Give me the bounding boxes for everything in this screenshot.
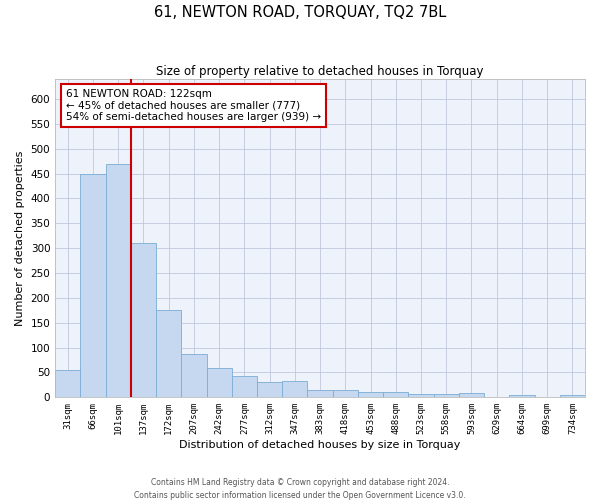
Bar	[560, 395, 585, 398]
Bar	[409, 394, 434, 398]
Bar	[282, 382, 307, 398]
Bar	[383, 392, 409, 398]
Bar	[509, 395, 535, 398]
Bar	[232, 376, 257, 398]
Y-axis label: Number of detached properties: Number of detached properties	[15, 150, 25, 326]
Bar	[257, 382, 282, 398]
Bar	[307, 390, 332, 398]
X-axis label: Distribution of detached houses by size in Torquay: Distribution of detached houses by size …	[179, 440, 461, 450]
Text: 61 NEWTON ROAD: 122sqm
← 45% of detached houses are smaller (777)
54% of semi-de: 61 NEWTON ROAD: 122sqm ← 45% of detached…	[66, 88, 321, 122]
Bar	[131, 243, 156, 398]
Bar	[434, 394, 459, 398]
Bar	[332, 390, 358, 398]
Bar	[358, 392, 383, 398]
Text: 61, NEWTON ROAD, TORQUAY, TQ2 7BL: 61, NEWTON ROAD, TORQUAY, TQ2 7BL	[154, 5, 446, 20]
Title: Size of property relative to detached houses in Torquay: Size of property relative to detached ho…	[157, 65, 484, 78]
Bar	[80, 174, 106, 398]
Bar	[156, 310, 181, 398]
Text: Contains HM Land Registry data © Crown copyright and database right 2024.
Contai: Contains HM Land Registry data © Crown c…	[134, 478, 466, 500]
Bar	[459, 393, 484, 398]
Bar	[55, 370, 80, 398]
Bar	[181, 354, 206, 398]
Bar	[206, 368, 232, 398]
Bar	[106, 164, 131, 398]
